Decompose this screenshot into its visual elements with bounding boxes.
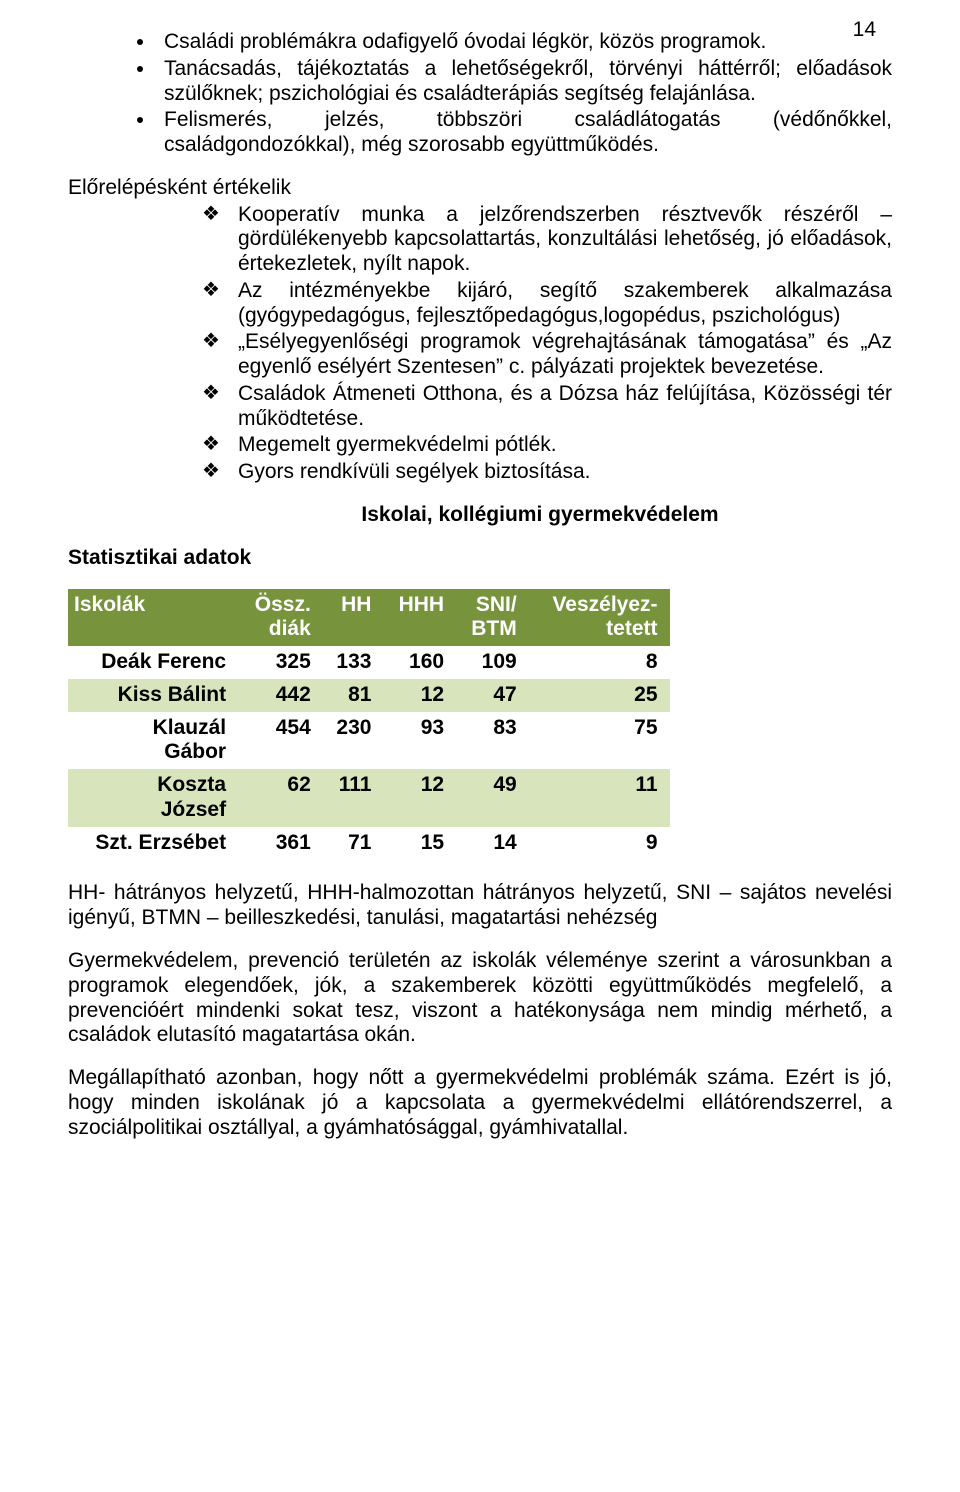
cell: 230 [323,712,384,770]
cell: 325 [238,646,323,679]
club-item: Kooperatív munka a jelzőrendszerben rész… [238,203,892,277]
cell: KosztaJózsef [68,769,238,827]
table-row: Kiss Bálint 442 81 12 47 25 [68,679,670,712]
bullet-item: Családi problémákra odafigyelő óvodai lé… [156,30,892,55]
cell: 12 [383,679,456,712]
club-list: Kooperatív munka a jelzőrendszerben rész… [68,203,892,485]
page-number: 14 [853,18,876,43]
cell: 109 [456,646,529,679]
cell: 361 [238,827,323,860]
cell: 15 [383,827,456,860]
col-iskolak: Iskolák [68,589,238,647]
body-paragraph: Megállapítható azonban, hogy nőtt a gyer… [68,1066,892,1140]
cell: 75 [529,712,670,770]
body-paragraph: Gyermekvédelem, prevenció területén az i… [68,949,892,1048]
table-legend: HH- hátrányos helyzetű, HHH-halmozottan … [68,881,892,931]
cell: 83 [456,712,529,770]
table-row: Szt. Erzsébet 361 71 15 14 9 [68,827,670,860]
cell: 14 [456,827,529,860]
col-veszely: Veszélyez-tetett [529,589,670,647]
cell: 81 [323,679,384,712]
cell: 442 [238,679,323,712]
cell: 25 [529,679,670,712]
club-item: „Esélyegyenlőségi programok végrehajtásá… [238,330,892,380]
club-item: Az intézményekbe kijáró, segítő szakembe… [238,279,892,329]
bullet-item: Felismerés, jelzés, többszöri családláto… [156,108,892,158]
table-row: KosztaJózsef 62 111 12 49 11 [68,769,670,827]
cell: Deák Ferenc [68,646,238,679]
cell: 8 [529,646,670,679]
cell: 62 [238,769,323,827]
table-header-row: Iskolák Össz.diák HH HHH SNI/BTM Veszély… [68,589,670,647]
cell: Kiss Bálint [68,679,238,712]
table-row: KlauzálGábor 454 230 93 83 75 [68,712,670,770]
table-row: Deák Ferenc 325 133 160 109 8 [68,646,670,679]
cell: 160 [383,646,456,679]
col-hh: HH [323,589,384,647]
cell: 93 [383,712,456,770]
cell: 47 [456,679,529,712]
club-item: Gyors rendkívüli segélyek biztosítása. [238,460,892,485]
cell: 133 [323,646,384,679]
stats-heading: Statisztikai adatok [68,546,892,571]
cell: 9 [529,827,670,860]
bullet-item: Tanácsadás, tájékoztatás a lehetőségekrő… [156,57,892,107]
club-item: Megemelt gyermekvédelmi pótlék. [238,433,892,458]
stats-table: Iskolák Össz.diák HH HHH SNI/BTM Veszély… [68,589,670,860]
col-sni: SNI/BTM [456,589,529,647]
col-ossz: Össz.diák [238,589,323,647]
cell: 111 [323,769,384,827]
bullet-list: Családi problémákra odafigyelő óvodai lé… [68,30,892,158]
cell: KlauzálGábor [68,712,238,770]
cell: 49 [456,769,529,827]
section-subtitle: Iskolai, kollégiumi gyermekvédelem [68,503,892,528]
cell: 454 [238,712,323,770]
col-hhh: HHH [383,589,456,647]
club-item: Családok Átmeneti Otthona, és a Dózsa há… [238,382,892,432]
cell: 11 [529,769,670,827]
progress-heading: Előrelépésként értékelik [68,176,892,201]
cell: Szt. Erzsébet [68,827,238,860]
cell: 71 [323,827,384,860]
cell: 12 [383,769,456,827]
